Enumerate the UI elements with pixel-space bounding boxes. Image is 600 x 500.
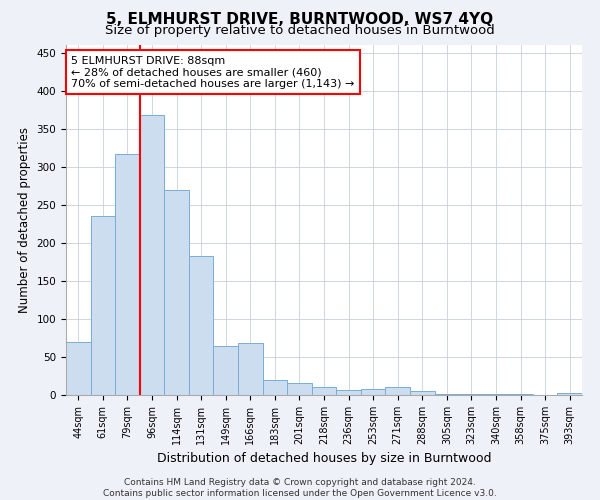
Text: 5 ELMHURST DRIVE: 88sqm
← 28% of detached houses are smaller (460)
70% of semi-d: 5 ELMHURST DRIVE: 88sqm ← 28% of detache… [71,56,355,88]
Bar [557,392,582,395]
Bar [238,344,263,395]
Bar [361,389,385,395]
Bar [91,216,115,395]
Bar [336,390,361,395]
Bar [508,394,533,395]
Bar [189,256,214,395]
Bar [287,383,312,395]
Y-axis label: Number of detached properties: Number of detached properties [18,127,31,313]
Bar [410,391,434,395]
Bar [140,115,164,395]
X-axis label: Distribution of detached houses by size in Burntwood: Distribution of detached houses by size … [157,452,491,466]
Bar [164,190,189,395]
Bar [214,346,238,395]
Bar [484,394,508,395]
Bar [115,154,140,395]
Bar [385,388,410,395]
Bar [459,394,484,395]
Bar [312,388,336,395]
Text: Size of property relative to detached houses in Burntwood: Size of property relative to detached ho… [105,24,495,37]
Bar [263,380,287,395]
Text: 5, ELMHURST DRIVE, BURNTWOOD, WS7 4YQ: 5, ELMHURST DRIVE, BURNTWOOD, WS7 4YQ [106,12,494,28]
Text: Contains HM Land Registry data © Crown copyright and database right 2024.
Contai: Contains HM Land Registry data © Crown c… [103,478,497,498]
Bar [66,342,91,395]
Bar [434,394,459,395]
